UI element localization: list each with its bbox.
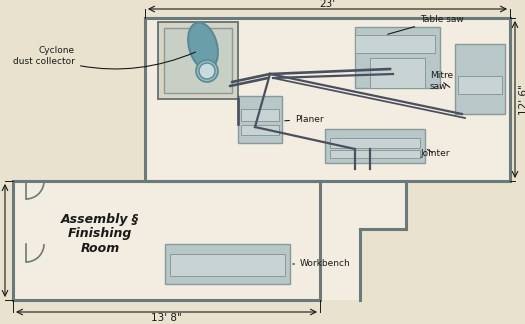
Circle shape (199, 63, 215, 79)
Bar (355, 27, 440, 88)
Bar (165, 244, 290, 284)
Bar (241, 109, 279, 121)
Bar (13, 181, 320, 300)
Bar (158, 22, 238, 99)
Ellipse shape (188, 23, 218, 69)
Bar (355, 35, 435, 53)
Bar (458, 76, 502, 94)
Text: Cyclone
dust collector: Cyclone dust collector (13, 46, 195, 69)
Bar (330, 150, 420, 158)
Bar (238, 96, 282, 143)
Text: Assembly §
Finishing
Room: Assembly § Finishing Room (61, 213, 139, 256)
Text: Jointer: Jointer (420, 149, 449, 158)
Bar (325, 129, 425, 163)
Bar (13, 181, 320, 300)
Text: 12' 6": 12' 6" (519, 84, 525, 115)
Text: 13' 8": 13' 8" (151, 313, 182, 323)
Text: Table saw: Table saw (387, 15, 464, 34)
Bar (164, 28, 232, 93)
Bar (330, 138, 420, 148)
Text: Mitre
saw: Mitre saw (430, 71, 453, 91)
Bar (170, 254, 285, 276)
Text: 23': 23' (319, 0, 335, 9)
Bar (455, 44, 505, 114)
Bar (145, 18, 510, 181)
Text: Planer: Planer (285, 114, 323, 123)
Ellipse shape (196, 60, 218, 82)
Text: Workbench: Workbench (293, 260, 351, 269)
Bar (241, 125, 279, 135)
Text: 10' 4": 10' 4" (0, 225, 1, 256)
Bar (370, 58, 425, 88)
Bar (145, 18, 510, 181)
Polygon shape (320, 181, 406, 300)
